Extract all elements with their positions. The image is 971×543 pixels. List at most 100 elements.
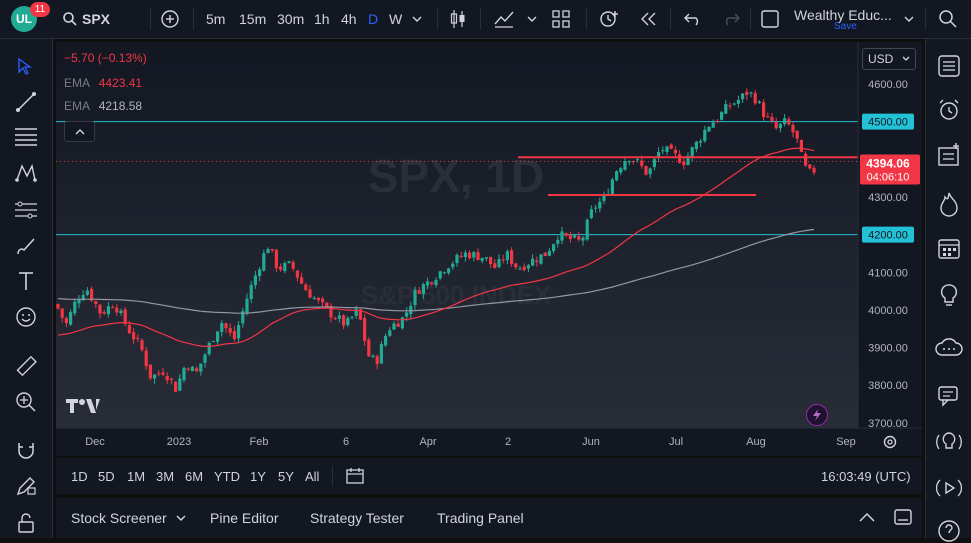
range-1m[interactable]: 1M xyxy=(127,469,146,484)
candle-body xyxy=(220,322,224,332)
alert-button[interactable] xyxy=(598,0,620,38)
alarm-clock-icon[interactable] xyxy=(937,98,961,122)
tab-stock-screener[interactable]: Stock Screener xyxy=(71,510,167,526)
candle-body xyxy=(762,102,766,118)
pencil-lock-icon[interactable] xyxy=(15,475,37,497)
candle-body xyxy=(207,342,211,355)
replay-button[interactable] xyxy=(638,0,658,38)
interval-30m[interactable]: 30m xyxy=(277,11,305,27)
indicators-dropdown[interactable] xyxy=(527,0,537,38)
interval-d[interactable]: D xyxy=(368,11,379,27)
candle-body xyxy=(157,373,161,375)
tab-strategy-tester[interactable]: Strategy Tester xyxy=(310,510,404,526)
gear-icon[interactable] xyxy=(882,434,898,450)
ema-fast-line[interactable] xyxy=(57,147,815,348)
layout-toggle[interactable] xyxy=(761,0,779,38)
collapse-legend-button[interactable] xyxy=(64,121,95,142)
candle-body xyxy=(526,265,530,269)
time-tick-label: 2 xyxy=(505,436,511,448)
time-axis[interactable] xyxy=(56,428,922,456)
calendar-icon[interactable] xyxy=(937,236,961,260)
stream-play-icon[interactable] xyxy=(934,475,964,501)
lightbulb-icon[interactable] xyxy=(937,283,961,309)
candle-body xyxy=(426,281,430,286)
cursor-icon[interactable] xyxy=(16,57,34,75)
undo-button[interactable] xyxy=(684,0,702,38)
candle-body xyxy=(413,289,417,306)
chat-cloud-icon[interactable] xyxy=(934,337,964,359)
magnet-icon[interactable] xyxy=(15,440,37,462)
range-6m[interactable]: 6M xyxy=(185,469,204,484)
candle-body xyxy=(90,288,94,301)
range-all[interactable]: All xyxy=(305,469,320,484)
candle-body xyxy=(749,92,753,94)
candle-body xyxy=(757,101,761,104)
range-1y[interactable]: 1Y xyxy=(250,469,266,484)
lightning-button[interactable] xyxy=(806,404,828,426)
broadcast-bulb-icon[interactable] xyxy=(934,429,964,455)
range-1d[interactable]: 1D xyxy=(71,469,88,484)
candle-body xyxy=(56,304,60,309)
add-list-icon[interactable] xyxy=(937,143,961,167)
interval-15m[interactable]: 15m xyxy=(239,11,267,27)
brush-icon[interactable] xyxy=(15,235,37,257)
interval-w[interactable]: W xyxy=(389,11,403,27)
hotlist-flame-icon[interactable] xyxy=(937,191,961,217)
comments-icon[interactable] xyxy=(937,384,961,408)
range-3m[interactable]: 3M xyxy=(156,469,175,484)
zoom-in-icon[interactable] xyxy=(15,391,37,413)
chart-type-button[interactable] xyxy=(449,0,467,38)
symbol-search[interactable]: SPX xyxy=(62,0,110,38)
candle-body xyxy=(237,325,241,339)
chart-pane[interactable]: SPX, 1DS&P 500 INDEX 4600.004500.004400.… xyxy=(56,42,922,456)
range-ytd[interactable]: YTD xyxy=(214,469,240,484)
ema-slow-legend[interactable]: EMA 4218.58 xyxy=(64,99,142,113)
interval-1h[interactable]: 1h xyxy=(314,11,330,27)
range-5y[interactable]: 5Y xyxy=(278,469,294,484)
candle-body xyxy=(384,335,388,346)
templates-button[interactable] xyxy=(552,0,570,38)
candle-body xyxy=(493,263,497,269)
currency-selector[interactable]: USD xyxy=(862,48,916,70)
candle-body xyxy=(745,91,749,96)
redo-button[interactable] xyxy=(722,0,740,38)
save-label[interactable]: Save xyxy=(834,21,857,32)
candle-body xyxy=(560,231,564,241)
tab-trading-panel[interactable]: Trading Panel xyxy=(437,510,524,526)
range-5d[interactable]: 5D xyxy=(98,469,115,484)
time-tick-label: Sep xyxy=(836,436,856,448)
interval-5m[interactable]: 5m xyxy=(206,11,226,27)
tab-pine-editor[interactable]: Pine Editor xyxy=(210,510,279,526)
candle-body xyxy=(358,309,362,320)
lock-icon[interactable] xyxy=(16,512,36,534)
indicators-button[interactable] xyxy=(493,0,515,38)
date-range-icon[interactable] xyxy=(345,467,365,485)
quick-search-button[interactable] xyxy=(938,0,958,38)
candle-body xyxy=(354,308,358,316)
candle-body xyxy=(728,105,732,107)
forecast-icon[interactable] xyxy=(14,199,38,221)
help-icon[interactable] xyxy=(937,519,961,543)
interval-4h[interactable]: 4h xyxy=(341,11,357,27)
ruler-icon[interactable] xyxy=(15,355,37,377)
maximize-icon[interactable] xyxy=(894,509,912,525)
compare-button[interactable] xyxy=(160,0,180,38)
ema-fast-legend[interactable]: EMA 4423.41 xyxy=(64,76,142,90)
watchlist-icon[interactable] xyxy=(937,54,961,78)
price-chart[interactable]: SPX, 1DS&P 500 INDEX 4600.004500.004400.… xyxy=(56,42,922,456)
chevron-down-icon xyxy=(412,16,422,22)
smiley-icon[interactable] xyxy=(15,306,37,328)
text-icon[interactable] xyxy=(17,271,35,291)
tradingview-logo-icon[interactable] xyxy=(66,398,100,419)
chevron-up-icon[interactable] xyxy=(858,511,876,523)
chevron-down-icon[interactable] xyxy=(176,514,186,522)
layout-name[interactable]: Wealthy Educ... xyxy=(794,7,892,23)
ema-slow-line[interactable] xyxy=(57,228,815,314)
interval-dropdown[interactable] xyxy=(412,0,422,38)
layout-dropdown[interactable] xyxy=(904,0,914,38)
candle-body xyxy=(203,354,207,363)
pattern-icon[interactable] xyxy=(15,162,37,184)
trend-line-icon[interactable] xyxy=(15,91,37,113)
fib-lines-icon[interactable] xyxy=(14,127,38,147)
utc-clock[interactable]: 16:03:49 (UTC) xyxy=(821,469,911,484)
